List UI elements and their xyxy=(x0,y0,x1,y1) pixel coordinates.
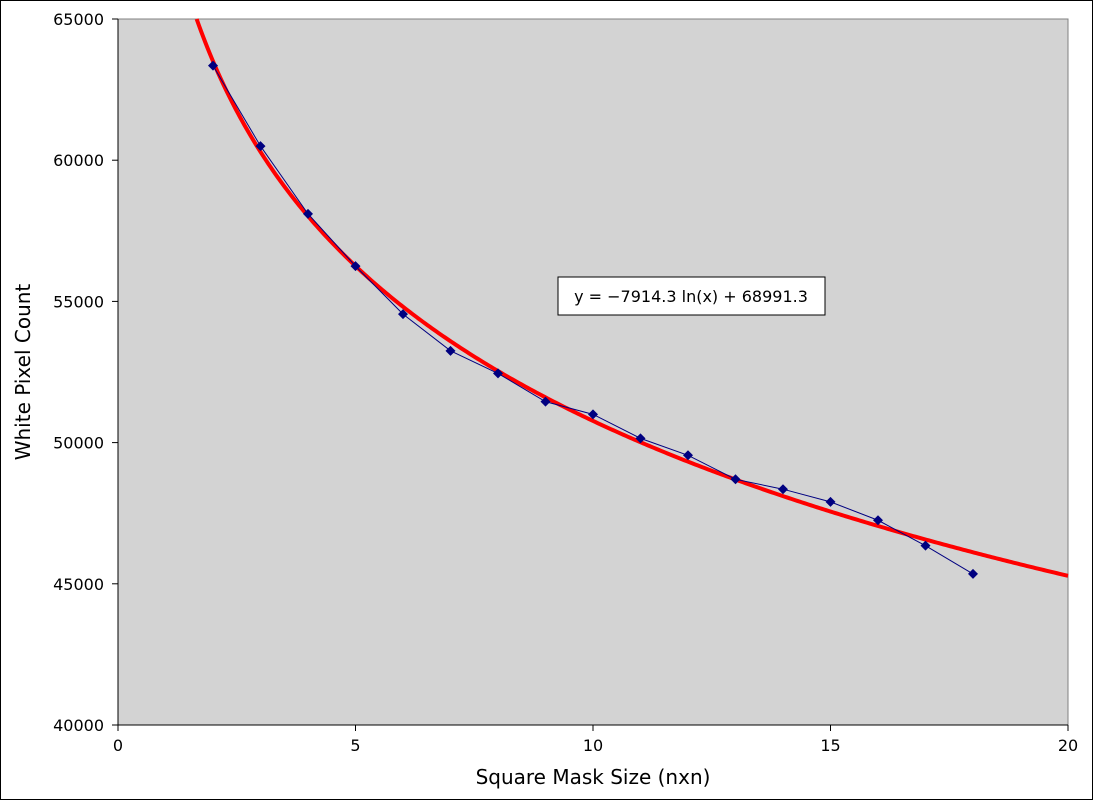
x-tick-label: 15 xyxy=(820,736,840,755)
trendline xyxy=(194,18,1069,578)
data-point-marker xyxy=(635,433,646,444)
data-point-marker xyxy=(350,261,361,272)
data-point-marker xyxy=(493,368,503,379)
x-tick-label: 0 xyxy=(113,736,123,755)
y-tick-label: 55000 xyxy=(53,292,104,311)
x-tick-label: 10 xyxy=(583,736,603,755)
y-tick-label: 40000 xyxy=(53,716,104,735)
data-points xyxy=(208,60,978,579)
data-point-marker xyxy=(208,60,218,71)
plot-area xyxy=(117,18,1069,726)
data-point-marker xyxy=(825,496,836,507)
x-tick-label: 5 xyxy=(350,736,360,755)
equation-box-border xyxy=(557,276,826,316)
data-point-marker xyxy=(968,568,978,579)
y-tick-label: 45000 xyxy=(53,575,104,594)
y-axis-ticks: 40000 45000 50000 55000 60000 65000 xyxy=(53,10,119,735)
data-point-marker xyxy=(873,515,883,526)
x-tick-label: 20 xyxy=(1058,736,1078,755)
data-point-marker xyxy=(683,450,693,461)
data-point-marker xyxy=(730,474,741,485)
trendline-equation: y = −7914.3 ln(x) + 68991.3 xyxy=(574,287,808,306)
data-point-marker xyxy=(540,396,551,407)
data-point-marker xyxy=(778,484,788,495)
y-tick-label: 50000 xyxy=(53,434,104,453)
x-axis-ticks: 0 5 10 15 20 xyxy=(113,724,1078,755)
trendline-equation-box: y = −7914.3 ln(x) + 68991.3 xyxy=(557,276,826,316)
y-tick-label: 65000 xyxy=(53,10,104,29)
y-axis-title: White Pixel Count xyxy=(11,284,35,461)
y-tick-label: 60000 xyxy=(53,151,104,170)
data-point-marker xyxy=(303,208,313,219)
data-point-marker xyxy=(920,540,931,551)
x-axis-title: Square Mask Size (nxn) xyxy=(476,765,711,789)
data-point-marker xyxy=(445,345,456,356)
data-point-marker xyxy=(588,409,598,420)
data-point-marker xyxy=(398,309,408,320)
data-point-marker xyxy=(255,141,266,152)
